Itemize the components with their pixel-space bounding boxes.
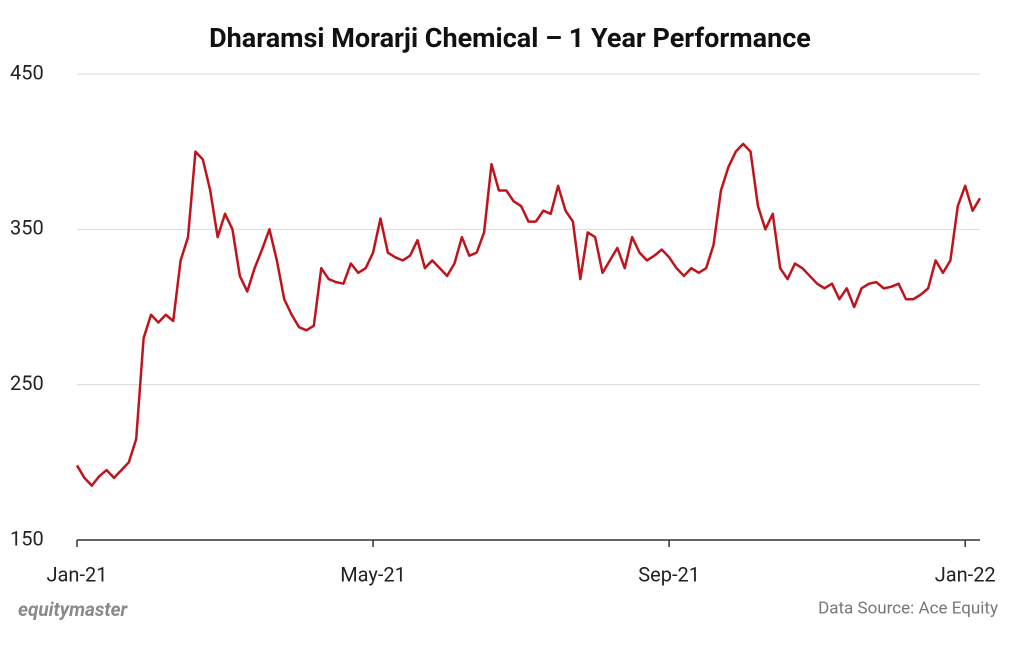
chart-title: Dharamsi Morarji Chemical – 1 Year Perfo… [209,22,811,54]
line [75,142,982,487]
x-tick-label: Sep-21 [638,562,700,586]
x-tick-label: May-21 [340,562,406,586]
y-tick-label: 250 [10,371,44,395]
x-tick-label: Jan-21 [47,562,108,586]
x-tick-label: Jan-22 [935,562,996,586]
source: Data Source: Ace Equity [818,598,998,618]
brand: equitymaster [18,598,129,621]
y-tick-label: 450 [10,60,44,84]
y-tick-label: 150 [10,526,44,550]
y-tick-label: 350 [10,216,44,240]
